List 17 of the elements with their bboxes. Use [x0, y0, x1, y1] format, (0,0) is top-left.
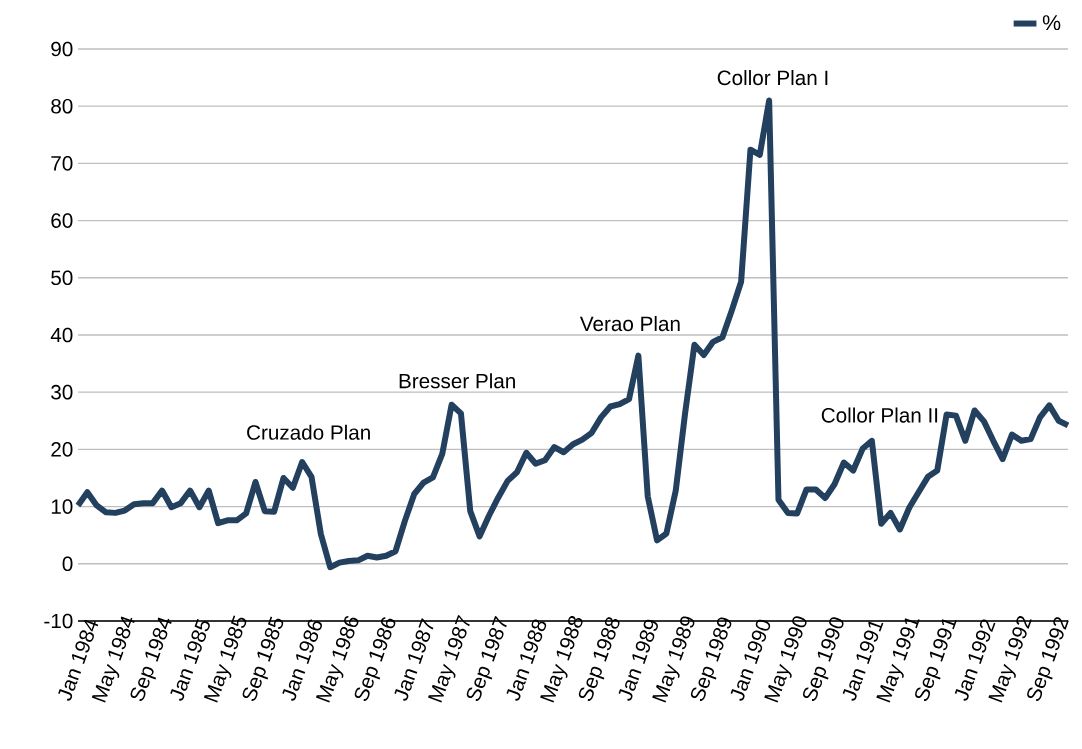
y-tick-label: 10: [51, 499, 73, 514]
annotation: Bresser Plan: [399, 373, 515, 389]
y-tick-label: -10: [44, 613, 73, 629]
y-tick-label: 90: [51, 41, 73, 57]
y-tick-label: 60: [51, 213, 73, 228]
y-tick-label: 30: [51, 384, 73, 400]
y-tick-label: 50: [51, 270, 73, 286]
y-tick-label: 40: [50, 327, 73, 343]
annotation: Verao Plan: [579, 315, 680, 332]
annotation: Collor Plan I: [717, 70, 828, 86]
y-tick-label: 80: [51, 98, 73, 114]
y-tick-label: 0: [62, 556, 73, 572]
annotation: Collor Plan II: [821, 407, 938, 423]
legend-label: %: [1042, 15, 1061, 31]
y-tick-label: 20: [51, 442, 73, 457]
annotation: Cruzado Plan: [247, 424, 370, 440]
y-tick-label: 70: [51, 156, 73, 171]
